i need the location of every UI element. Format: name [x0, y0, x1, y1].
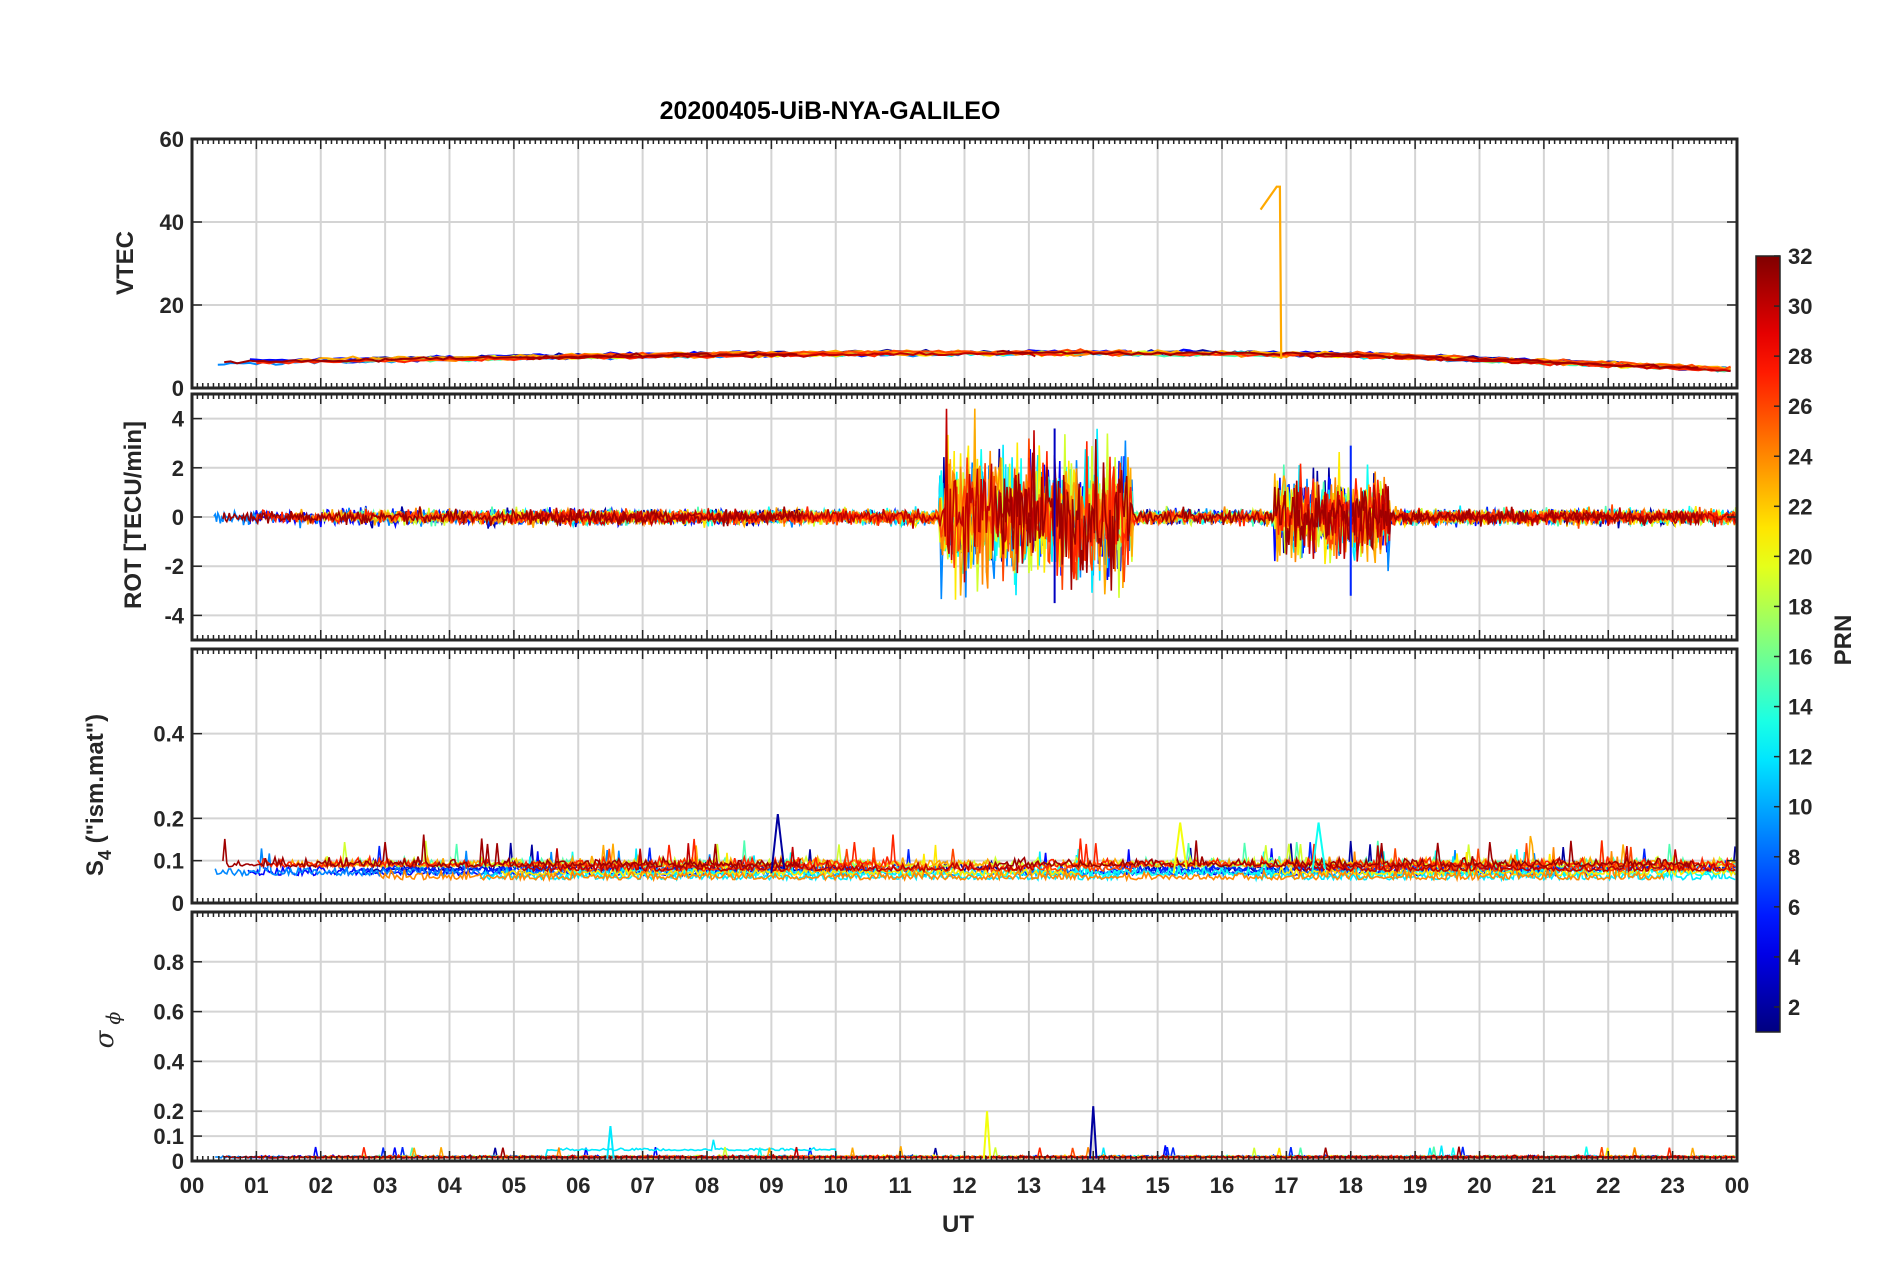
colorbar-tick-label: 28 — [1788, 344, 1812, 369]
s4-axis-label: S4 ("ism.mat") — [82, 714, 115, 876]
series-prn-13 — [566, 350, 1738, 1160]
x-tick-label: 12 — [952, 1173, 976, 1198]
y-tick-label: 0 — [172, 1149, 184, 1174]
x-tick-label: 02 — [309, 1173, 333, 1198]
y-tick-label: 40 — [160, 210, 184, 235]
series-prn-2 — [367, 348, 1738, 1160]
y-tick-label: 0.2 — [153, 1099, 184, 1124]
x-tick-label: 23 — [1660, 1173, 1684, 1198]
x-tick-label: 06 — [566, 1173, 590, 1198]
colorbar-tick-label: 4 — [1788, 945, 1801, 970]
svg-text:σϕ: σϕ — [90, 1012, 125, 1049]
x-tick-label: 03 — [373, 1173, 397, 1198]
sigma-line — [222, 1146, 1703, 1160]
colorbar-tick-label: 12 — [1788, 745, 1812, 770]
y-tick-label: 0 — [172, 891, 184, 916]
y-tick-label: 0 — [172, 376, 184, 401]
colorbar-tick-label: 24 — [1788, 444, 1813, 469]
series-prn-9 — [213, 350, 1566, 1160]
sigma-spike — [606, 1126, 615, 1159]
rot-line — [566, 428, 1738, 585]
x-tick-label: 13 — [1017, 1173, 1041, 1198]
x-tick-label: 11 — [888, 1173, 911, 1198]
y-tick-label: 0.2 — [153, 806, 184, 831]
svg-text:S4 ("ism.mat"): S4 ("ism.mat") — [82, 714, 115, 876]
text-layer: 20200405-UiB-NYA-GALILEO UT VTEC ROT [TE… — [82, 97, 1857, 1238]
colorbar-tick-label: 22 — [1788, 494, 1812, 519]
x-tick-label: 17 — [1274, 1173, 1298, 1198]
x-tick-label: 19 — [1403, 1173, 1427, 1198]
frames-layer — [190, 137, 1739, 1163]
s4-spike — [1172, 822, 1188, 874]
x-tick-label: 08 — [695, 1173, 719, 1198]
y-tick-label: 0.1 — [153, 1124, 184, 1149]
x-tick-label: 16 — [1210, 1173, 1234, 1198]
colorbar-tick-label: 26 — [1788, 394, 1812, 419]
y-tick-label: -2 — [164, 554, 184, 579]
x-tick-label: 18 — [1339, 1173, 1363, 1198]
s4-spike — [770, 813, 786, 874]
rot-axis-label: ROT [TECU/min] — [120, 421, 147, 609]
vtec-spike — [1259, 185, 1283, 359]
y-tick-label: 20 — [160, 293, 184, 318]
x-tick-label: 04 — [437, 1173, 462, 1198]
x-axis-label: UT — [942, 1211, 974, 1238]
series-layer — [213, 185, 1738, 1160]
colorbar-tick-label: 2 — [1788, 995, 1800, 1020]
rot-line — [222, 439, 1703, 591]
colorbar-tick-label: 30 — [1788, 294, 1812, 319]
series-prn-26 — [554, 348, 1738, 1159]
y-tick-label: 0.4 — [153, 1049, 184, 1074]
y-tick-label: -4 — [164, 603, 184, 628]
vtec-line — [224, 349, 1699, 370]
x-tick-label: 10 — [824, 1173, 848, 1198]
colorbar-tick-label: 32 — [1788, 244, 1812, 269]
x-tick-label: 14 — [1081, 1173, 1106, 1198]
y-tick-label: 0.6 — [153, 1000, 184, 1025]
x-tick-label: 00 — [180, 1173, 204, 1198]
x-tick-label: 07 — [630, 1173, 654, 1198]
s4-spike — [1311, 822, 1326, 874]
y-tick-label: 0.4 — [153, 722, 184, 747]
y-tick-label: 0.8 — [153, 950, 184, 975]
series-prn-31 — [222, 349, 1703, 1160]
y-tick-label: 4 — [172, 407, 185, 432]
sigma-line — [479, 1139, 1736, 1160]
colorbar-tick-label: 20 — [1788, 544, 1812, 569]
colorbar-tick-label: 10 — [1788, 795, 1812, 820]
y-tick-label: 0 — [172, 505, 184, 530]
series-prn-30 — [520, 351, 1738, 1160]
tick-label-layer: 0204060-4-202400.10.20.400.10.20.40.60.8… — [153, 127, 1749, 1198]
colorbar-label: PRN — [1830, 615, 1857, 666]
sigma-spike — [1089, 1106, 1098, 1159]
x-tick-label: 00 — [1725, 1173, 1749, 1198]
x-tick-label: 20 — [1467, 1173, 1491, 1198]
colorbar-gradient — [1755, 255, 1781, 1033]
colorbar-tick-label: 18 — [1788, 594, 1812, 619]
s4-line — [222, 834, 1703, 870]
x-tick-label: 21 — [1532, 1173, 1556, 1198]
colorbar-tick-label: 14 — [1788, 695, 1813, 720]
x-tick-label: 22 — [1596, 1173, 1620, 1198]
x-tick-label: 01 — [244, 1173, 268, 1198]
colorbar-tick-label: 16 — [1788, 645, 1812, 670]
colorbar-tick-label: 6 — [1788, 895, 1800, 920]
chart-title: 20200405-UiB-NYA-GALILEO — [660, 97, 1001, 125]
y-tick-label: 60 — [160, 127, 184, 152]
x-tick-label: 09 — [759, 1173, 783, 1198]
vtec-axis-label: VTEC — [112, 231, 139, 295]
y-tick-label: 0.1 — [153, 849, 184, 874]
sigma-phi-axis-label: σϕ — [90, 1012, 125, 1049]
x-tick-label: 05 — [502, 1173, 526, 1198]
colorbar-tick-label: 8 — [1788, 845, 1800, 870]
y-tick-label: 2 — [172, 456, 184, 481]
sigma-spike — [982, 1111, 992, 1159]
s4-line — [378, 847, 1665, 883]
series-prn-23 — [289, 349, 1738, 1160]
x-tick-label: 15 — [1145, 1173, 1169, 1198]
